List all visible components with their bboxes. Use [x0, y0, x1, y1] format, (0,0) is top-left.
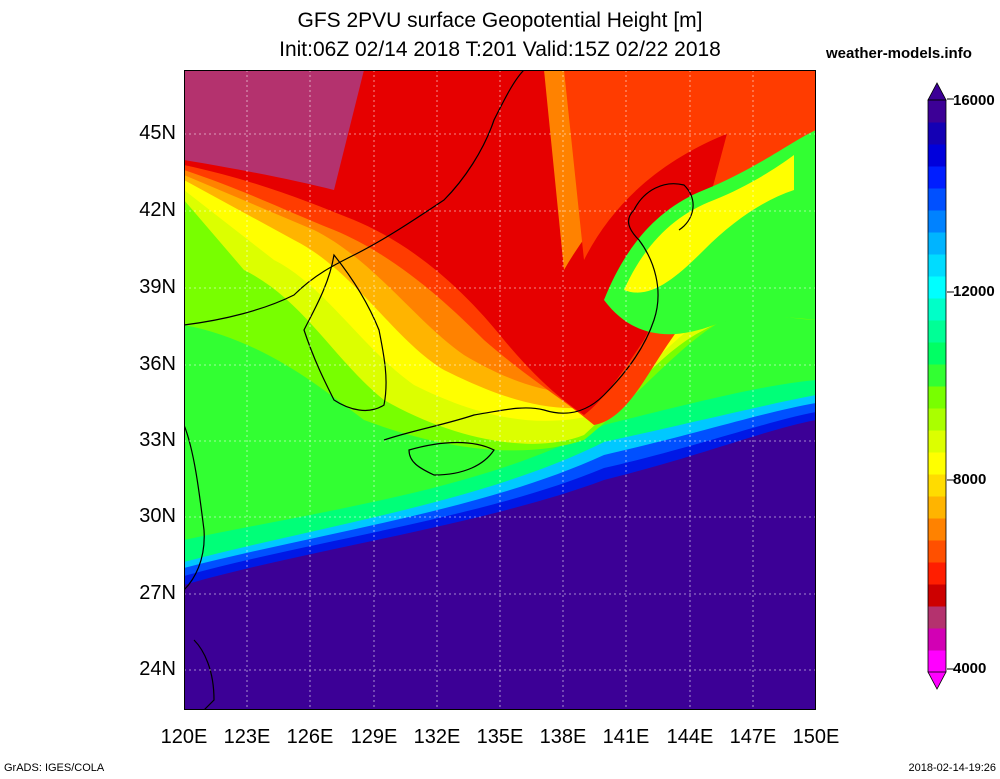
- lon-label-150e: 150E: [792, 726, 840, 748]
- lon-label-126e: 126E: [286, 726, 334, 748]
- colorbar: [927, 82, 954, 690]
- colorbar-border: [927, 99, 947, 673]
- colorbar-segment: [928, 650, 946, 673]
- colorbar-segment: [928, 518, 946, 541]
- colorbar-segment: [928, 562, 946, 585]
- colorbar-segment: [928, 430, 946, 453]
- colorbar-segment: [928, 540, 946, 563]
- colorbar-segment: [928, 188, 946, 211]
- colorbar-segment: [928, 628, 946, 651]
- colorbar-segment: [928, 276, 946, 299]
- lon-label-141e: 141E: [602, 726, 650, 748]
- lon-label-123e: 123E: [223, 726, 271, 748]
- lon-label-144e: 144E: [666, 726, 714, 748]
- grid-lines: [184, 70, 816, 710]
- lat-label-33n: 33N: [139, 429, 176, 451]
- field-band-maroon: [184, 70, 364, 190]
- colorbar-segment: [928, 232, 946, 255]
- lon-label-135e: 135E: [476, 726, 524, 748]
- map-title: GFS 2PVU surface Geopotential Height [m]: [297, 9, 703, 32]
- coastlines: [184, 70, 694, 710]
- geopotential-map: [184, 70, 816, 710]
- colorbar-label-16000: 16000: [953, 92, 995, 109]
- lon-label-120e: 120E: [160, 726, 208, 748]
- colorbar-segment: [928, 144, 946, 167]
- field-pocket-yellow: [624, 155, 794, 293]
- colorbar-segment: [928, 386, 946, 409]
- lon-label-147e: 147E: [729, 726, 777, 748]
- colorbar-segment: [928, 364, 946, 387]
- colorbar-ticks: [947, 98, 954, 670]
- map-area: [184, 70, 816, 710]
- colorbar-segments: [927, 82, 947, 690]
- colorbar-segment: [928, 100, 946, 123]
- colorbar-segment: [928, 452, 946, 475]
- colorbar-segment: [928, 606, 946, 629]
- site-name: weather-models.info: [826, 45, 972, 62]
- footer-timestamp: 2018-02-14-19:26: [908, 762, 996, 774]
- colorbar-segment: [928, 210, 946, 233]
- lon-label-138e: 138E: [539, 726, 587, 748]
- colorbar-segment: [928, 584, 946, 607]
- colorbar-segment: [928, 408, 946, 431]
- lat-label-45n: 45N: [139, 122, 176, 144]
- lat-label-30n: 30N: [139, 505, 176, 527]
- colorbar-segment: [928, 320, 946, 343]
- colorbar-low-arrow: [927, 671, 947, 690]
- colorbar-segment: [928, 254, 946, 277]
- colorbar-label-8000: 8000: [953, 471, 987, 488]
- footer-credit: GrADS: IGES/COLA: [4, 762, 105, 774]
- colorbar-segment: [928, 122, 946, 145]
- colorbar-segment: [928, 342, 946, 365]
- lat-label-36n: 36N: [139, 353, 176, 375]
- lat-label-39n: 39N: [139, 276, 176, 298]
- lon-label-129e: 129E: [350, 726, 398, 748]
- lat-label-24n: 24N: [139, 658, 176, 680]
- lon-label-132e: 132E: [413, 726, 461, 748]
- lat-label-27n: 27N: [139, 582, 176, 604]
- colorbar-label-12000: 12000: [953, 283, 995, 300]
- field-ring-north-red: [564, 70, 816, 260]
- colorbar-segment: [928, 298, 946, 321]
- lat-label-42n: 42N: [139, 199, 176, 221]
- colorbar-label-4000: 4000: [953, 660, 987, 677]
- map-border: [184, 70, 816, 710]
- colorbar-segment: [928, 166, 946, 189]
- colorbar-segment: [928, 474, 946, 497]
- map-subtitle: Init:06Z 02/14 2018 T:201 Valid:15Z 02/2…: [279, 38, 721, 61]
- colorbar-high-arrow: [927, 82, 947, 101]
- colorbar-segment: [928, 496, 946, 519]
